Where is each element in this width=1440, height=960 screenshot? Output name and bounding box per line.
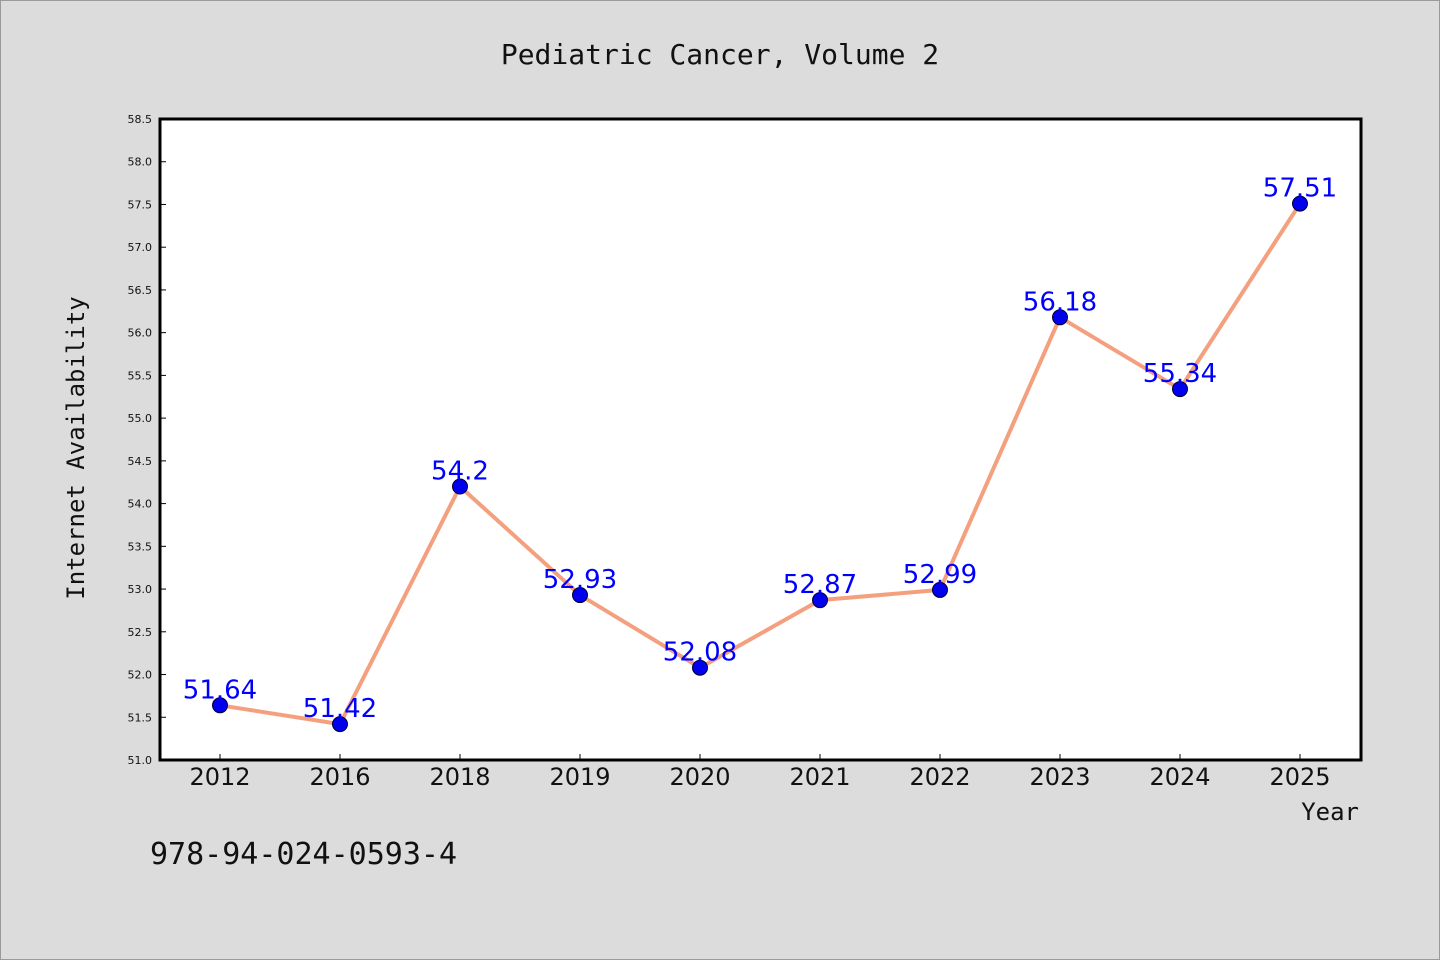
data-label: 55.34 — [1143, 359, 1217, 389]
x-tick-label: 2016 — [309, 763, 370, 791]
y-tick-label: 57.5 — [128, 198, 153, 211]
series-line-group — [218, 201, 1302, 727]
x-axis: 2012 2016 2018 2019 2020 2021 2022 2023 2024 2025 — [189, 754, 1331, 791]
data-label: 52.87 — [783, 570, 857, 600]
y-tick-label: 56.0 — [128, 327, 153, 340]
data-label: 57.51 — [1263, 174, 1337, 204]
y-tick-label: 53.0 — [128, 583, 153, 596]
y-tick-label: 53.5 — [128, 540, 153, 553]
y-axis-title: Internet Availability — [62, 296, 90, 599]
data-point-marker — [572, 587, 588, 604]
x-tick-label: 2025 — [1269, 763, 1330, 791]
y-tick-label: 52.5 — [128, 626, 153, 639]
data-point-marker — [332, 716, 348, 733]
x-tick-label: 2020 — [669, 763, 730, 791]
y-tick-label: 51.0 — [128, 754, 153, 767]
x-tick-label: 2018 — [429, 763, 490, 791]
isbn-text: 978-94-024-0593-4 — [150, 837, 457, 872]
data-label: 52.99 — [903, 560, 977, 590]
data-point-marker — [1052, 309, 1068, 326]
data-label: 52.08 — [663, 638, 737, 668]
chart-title: Pediatric Cancer, Volume 2 — [501, 38, 939, 71]
data-point-marker — [212, 697, 228, 714]
x-tick-label: 2024 — [1149, 763, 1210, 791]
x-tick-label: 2012 — [189, 763, 250, 791]
series-line — [218, 201, 1302, 727]
x-tick-label: 2019 — [549, 763, 610, 791]
y-tick-label: 54.5 — [128, 455, 153, 468]
x-axis-title: Year — [1301, 798, 1359, 826]
x-tick-label: 2022 — [909, 763, 970, 791]
data-point-marker — [452, 478, 468, 495]
data-point-marker — [812, 592, 828, 609]
x-tick-label: 2023 — [1029, 763, 1090, 791]
y-tick-label: 52.0 — [128, 669, 153, 682]
data-label: 54.2 — [431, 457, 489, 487]
y-tick-label: 57.0 — [128, 241, 153, 254]
y-axis: 51.0 51.5 52.0 52.5 53.0 53.5 54.0 54.5 55.0 55.5… — [128, 113, 166, 767]
data-labels-group: 51.64 51.42 54.2 52.93 52.08 52.87 52.99 56.18 5… — [183, 174, 1337, 724]
series-markers-group — [212, 195, 1308, 733]
plot-area — [158, 117, 1363, 762]
y-tick-label: 51.5 — [128, 711, 153, 724]
data-label: 52.93 — [543, 565, 617, 595]
data-label: 51.42 — [303, 694, 377, 724]
data-point-marker — [692, 659, 708, 676]
data-point-marker — [1292, 195, 1308, 212]
data-point-marker — [1172, 381, 1188, 398]
y-tick-label: 58.0 — [128, 156, 153, 169]
y-tick-label: 54.0 — [128, 498, 153, 511]
y-tick-label: 56.5 — [128, 284, 153, 297]
y-tick-label: 55.0 — [128, 412, 153, 425]
y-tick-label: 58.5 — [128, 113, 153, 126]
x-tick-label: 2021 — [789, 763, 850, 791]
data-label: 51.64 — [183, 675, 257, 705]
y-tick-label: 55.5 — [128, 369, 153, 382]
data-label: 56.18 — [1023, 287, 1097, 317]
data-point-marker — [932, 581, 948, 598]
